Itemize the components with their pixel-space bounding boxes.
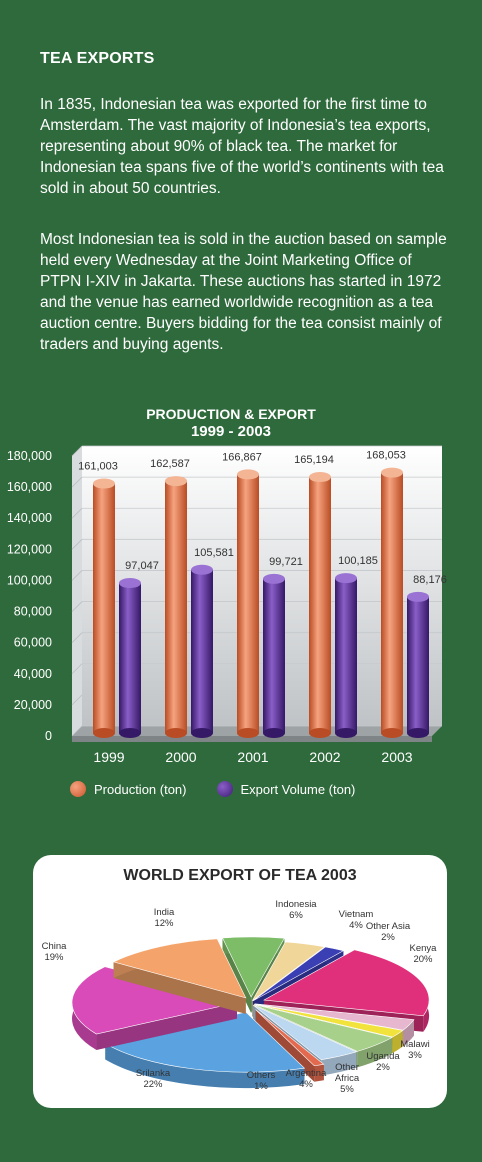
pie-slice-india bbox=[112, 938, 247, 1014]
legend-swatch-production bbox=[70, 781, 86, 797]
bar-production-2002 bbox=[309, 472, 331, 738]
y-gridline-side bbox=[71, 507, 83, 519]
pie-chart: Indonesia 6% Vietnam 4% Other Asia 2%Kenya 20%… bbox=[42, 899, 438, 1095]
bar-chart-title-line2: 1999 - 2003 bbox=[190, 423, 272, 440]
data-label-production: 168,053 bbox=[366, 450, 406, 462]
legend-label-production: Production (ton) bbox=[94, 781, 187, 797]
bar-export-2001 bbox=[263, 573, 285, 738]
data-label-export: 97,047 bbox=[125, 560, 159, 572]
y-gridline-side bbox=[71, 663, 83, 675]
y-gridline-side bbox=[71, 632, 83, 643]
y-gridline-side bbox=[71, 539, 83, 550]
auction-paragraph: Most Indonesian tea is sold in the aucti… bbox=[40, 231, 447, 353]
x-tick-label: 1999 bbox=[93, 749, 124, 765]
data-label-export: 100,185 bbox=[338, 555, 378, 567]
pie-label-other-africa: Other Africa 5% bbox=[335, 1062, 360, 1095]
pie-label-vietnam: Vietnam 4% bbox=[339, 909, 374, 931]
pie-label-srilanka: Srilanka 22% bbox=[136, 1068, 171, 1090]
y-gridline-side bbox=[71, 601, 83, 612]
x-tick-label: 2002 bbox=[309, 749, 340, 765]
pie-label-indonesia: Indonesia 6% bbox=[275, 899, 317, 921]
bar-chart-title: PRODUCTION & EXPORT 1999 - 2003 bbox=[0, 406, 462, 440]
legend-label-export: Export Volume (ton) bbox=[240, 781, 356, 797]
y-gridline-side bbox=[71, 570, 83, 581]
data-label-export: 88,176 bbox=[413, 574, 447, 586]
y-tick-label: 40,000 bbox=[14, 667, 52, 681]
bar-chart-title-line1: PRODUCTION & EXPORT bbox=[146, 406, 316, 422]
bar-export-1999 bbox=[119, 578, 141, 738]
y-tick-label: 180,000 bbox=[7, 449, 52, 463]
plot-side-wall bbox=[72, 446, 82, 736]
data-label-production: 162,587 bbox=[150, 458, 190, 470]
y-gridline-side bbox=[71, 476, 83, 488]
x-tick-label: 2003 bbox=[381, 749, 412, 765]
x-tick-label: 2001 bbox=[237, 749, 268, 765]
pie-label-uganda: Uganda 2% bbox=[366, 1051, 400, 1073]
pie-label-argentina: Argentina 4% bbox=[286, 1068, 327, 1090]
data-label-export: 99,721 bbox=[269, 556, 303, 568]
y-gridline-side bbox=[71, 694, 83, 706]
data-label-production: 166,867 bbox=[222, 451, 262, 463]
y-tick-label: 0 bbox=[45, 729, 52, 743]
y-tick-label: 20,000 bbox=[14, 698, 52, 712]
y-gridline-side bbox=[71, 445, 83, 457]
bar-chart: 0 20,000 40,000 60,000 80,000 100,000 120,000 1… bbox=[7, 445, 447, 765]
bar-production-2003 bbox=[381, 467, 403, 738]
bar-production-2000 bbox=[165, 476, 187, 738]
pie-chart-card: WORLD EXPORT OF TEA 2003 Indonesia 6% Viet… bbox=[33, 855, 447, 1108]
y-tick-label: 120,000 bbox=[7, 542, 52, 556]
pie-label-kenya: Kenya 20% bbox=[410, 943, 438, 965]
y-tick-label: 60,000 bbox=[14, 636, 52, 650]
y-tick-label: 80,000 bbox=[14, 605, 52, 619]
bar-export-2000 bbox=[191, 564, 213, 738]
y-gridline-side bbox=[71, 725, 83, 737]
legend-item-production: Production (ton) bbox=[70, 781, 187, 797]
legend-item-export: Export Volume (ton) bbox=[216, 781, 356, 797]
bar-production-1999 bbox=[93, 478, 115, 738]
data-label-production: 165,194 bbox=[294, 454, 334, 466]
bar-export-2003 bbox=[407, 591, 429, 738]
pie-label-china: China 19% bbox=[42, 941, 68, 963]
bar-export-2002 bbox=[335, 573, 357, 738]
y-tick-label: 160,000 bbox=[7, 480, 52, 494]
y-tick-label: 100,000 bbox=[7, 573, 52, 587]
y-tick-label: 140,000 bbox=[7, 511, 52, 525]
data-label-export: 105,581 bbox=[194, 547, 234, 559]
pie-chart-title: WORLD EXPORT OF TEA 2003 bbox=[123, 867, 357, 884]
x-tick-label: 2000 bbox=[165, 749, 196, 765]
pie-label-other-asia: Other Asia 2% bbox=[366, 921, 411, 943]
intro-paragraph: In 1835, Indonesian tea was exported for… bbox=[40, 96, 444, 197]
pie-label-india: India 12% bbox=[154, 907, 175, 929]
section-heading: TEA EXPORTS bbox=[40, 50, 155, 67]
bar-chart-legend: Production (ton) Export Volume (ton) bbox=[70, 781, 385, 797]
pie-label-others: Others 1% bbox=[247, 1070, 276, 1092]
legend-swatch-export bbox=[216, 781, 233, 797]
data-label-production: 161,003 bbox=[78, 461, 118, 473]
bar-production-2001 bbox=[237, 469, 259, 738]
pie-label-malawi: Malawi 3% bbox=[400, 1039, 430, 1061]
